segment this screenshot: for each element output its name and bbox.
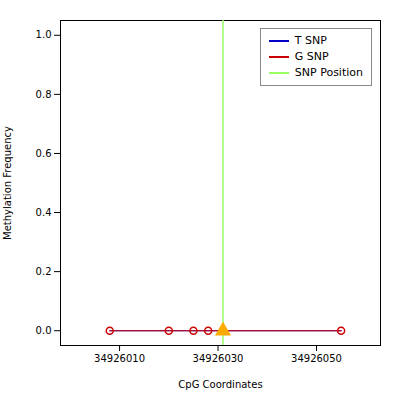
- svg-text:34926030: 34926030: [193, 353, 244, 364]
- svg-text:0.2: 0.2: [36, 266, 52, 277]
- svg-text:34926010: 34926010: [94, 353, 145, 364]
- svg-text:CpG Coordinates: CpG Coordinates: [178, 379, 262, 390]
- svg-text:0.8: 0.8: [36, 89, 52, 100]
- html-text:SNP Position: SNP Position: [294, 66, 363, 79]
- svg-text:34926050: 34926050: [291, 353, 342, 364]
- svg-text:1.0: 1.0: [36, 29, 52, 40]
- html-text:T SNP: T SNP: [294, 34, 327, 47]
- html-text:G SNP: G SNP: [294, 50, 329, 63]
- svg-text:0.6: 0.6: [36, 148, 52, 159]
- svg-text:0.0: 0.0: [36, 325, 52, 336]
- svg-text:0.4: 0.4: [36, 207, 52, 218]
- svg-text:Methylation Frequency: Methylation Frequency: [2, 126, 13, 240]
